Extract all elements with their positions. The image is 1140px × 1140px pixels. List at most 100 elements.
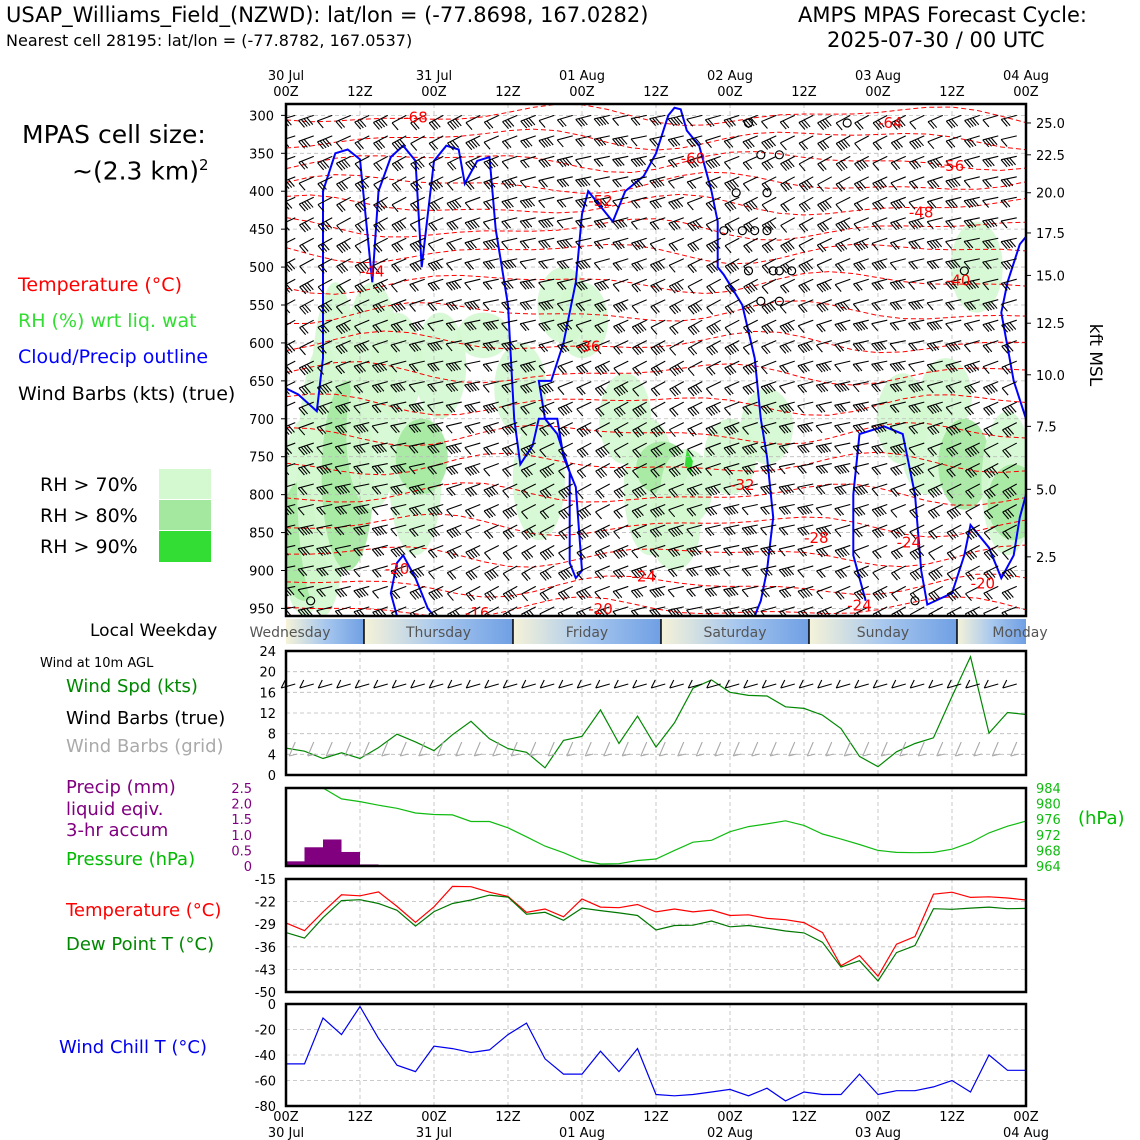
wind-barb-flag: [631, 326, 639, 335]
wind-barb: [834, 544, 851, 558]
wind-barb-flag: [990, 137, 998, 146]
wind-barb-flag: [797, 325, 805, 334]
wind-barb-staff: [538, 155, 555, 162]
wind-barb-staff: [982, 135, 999, 141]
wind-barb-staff: [872, 585, 888, 595]
wind-barb-flag: [354, 325, 361, 334]
wind-barb-flag: [892, 467, 900, 475]
wind-barb: [982, 155, 999, 168]
wind-barb-true-flag: [595, 679, 601, 689]
wind-barb: [464, 237, 481, 251]
wind-barb-staff: [354, 299, 370, 307]
wind-barb-flag: [650, 368, 658, 377]
wind-barb-staff: [575, 237, 592, 243]
wind-barb-flag: [690, 407, 697, 416]
calm-wind-circle: [768, 266, 778, 276]
wind-barb: [983, 565, 999, 581]
wind-barb-flag: [576, 429, 584, 438]
wind-barb-flag: [926, 364, 934, 373]
wind-barb-flag: [969, 118, 977, 127]
wind-barb-flag: [501, 385, 509, 394]
wind-barb-flag: [834, 284, 842, 292]
wind-barb-flag: [669, 327, 677, 336]
wind-barb-staff: [965, 483, 981, 492]
wind-barb-flag: [668, 285, 676, 294]
wind-barb-flag: [593, 200, 601, 208]
wind-barb-staff: [872, 114, 888, 124]
wind-barb: [761, 135, 777, 150]
wind-barb-staff: [743, 340, 758, 348]
wind-barb-flag: [874, 445, 881, 454]
wind-barb-flag: [986, 469, 994, 478]
wind-barb-flag: [744, 547, 752, 556]
wind-barb-staff: [299, 278, 315, 288]
wind-barb-flag: [706, 347, 714, 356]
wind-barb-staff: [373, 258, 388, 267]
wind-barb-staff: [927, 155, 943, 163]
wind-barb-flag: [411, 323, 419, 332]
wind-barb-staff: [372, 524, 388, 530]
wind-barb-flag: [818, 465, 826, 474]
wind-barb-flag: [819, 121, 827, 129]
wind-barb-flag: [411, 528, 419, 537]
wind-barb: [316, 401, 333, 415]
wind-barb: [446, 503, 462, 518]
wind-barb-staff: [353, 381, 370, 387]
wind-barb-flag: [967, 489, 975, 498]
wind-barb-flag: [658, 261, 665, 269]
wind-barb-staff: [908, 258, 925, 263]
wind-barb-flag: [485, 261, 493, 270]
wind-barb-flag: [761, 204, 769, 213]
wind-barb-flag: [578, 282, 585, 290]
wind-barb: [798, 217, 814, 233]
wind-barb-staff: [928, 585, 944, 595]
wind-barb-flag: [337, 405, 345, 414]
wind-barb-flag: [762, 486, 770, 495]
wind-barb-staff: [558, 483, 574, 493]
wind-barb: [705, 381, 721, 396]
wind-barb: [908, 299, 925, 311]
wind-barb-flag: [520, 120, 528, 129]
wind-barb-flag: [617, 240, 625, 249]
wind-barb-flag: [649, 138, 657, 147]
wind-barb: [1002, 442, 1018, 458]
wind-barb-staff: [798, 237, 814, 247]
wind-barb-staff: [353, 422, 370, 427]
wind-barb-flag: [724, 286, 732, 295]
wind-barb-true-flag: [354, 679, 360, 689]
wind-barb-flag: [427, 508, 435, 517]
wind-barb-flag: [760, 486, 768, 495]
wind-barb-staff: [336, 278, 352, 288]
wind-barb-flag: [1004, 448, 1012, 457]
wind-barb-grid-flag: [381, 753, 390, 757]
wind-barb-flag: [353, 345, 361, 354]
wind-barb-flag: [909, 510, 917, 519]
wind-barb-flag: [355, 506, 363, 515]
wind-barb-flag: [485, 281, 493, 290]
wind-barb-flag: [858, 261, 866, 270]
wind-barb-staff: [613, 544, 629, 553]
wind-barb-staff: [650, 422, 666, 431]
wind-barb-flag: [889, 323, 897, 331]
wind-barb-flag: [354, 121, 362, 130]
wind-barb-flag: [353, 548, 361, 557]
wind-barb-flag: [316, 467, 324, 475]
wind-barb: [576, 504, 592, 520]
wind-barb-flag: [949, 612, 953, 616]
wind-barb: [945, 237, 962, 249]
wind-barb-true: [484, 683, 499, 689]
wind-barb-flag: [353, 507, 360, 516]
wind-barb-flag: [543, 158, 551, 167]
wind-barb-staff: [446, 196, 462, 204]
wind-barb-flag: [898, 444, 906, 453]
wind-barb-flag: [595, 470, 603, 479]
upper-air-panel: -68 -64-60 -56-52-48-44-40-36-32-28 -24-24-…: [286, 104, 1026, 616]
wind-barb-flag: [769, 302, 777, 311]
wind-barb-flag: [745, 161, 753, 170]
wind-barb-flag: [802, 424, 810, 433]
wind-barb: [687, 319, 703, 336]
wind-barb-staff: [853, 463, 869, 468]
wind-barb-staff: [519, 278, 536, 283]
wind-barb-true: [854, 683, 869, 689]
wind-barb-flag: [448, 302, 456, 311]
